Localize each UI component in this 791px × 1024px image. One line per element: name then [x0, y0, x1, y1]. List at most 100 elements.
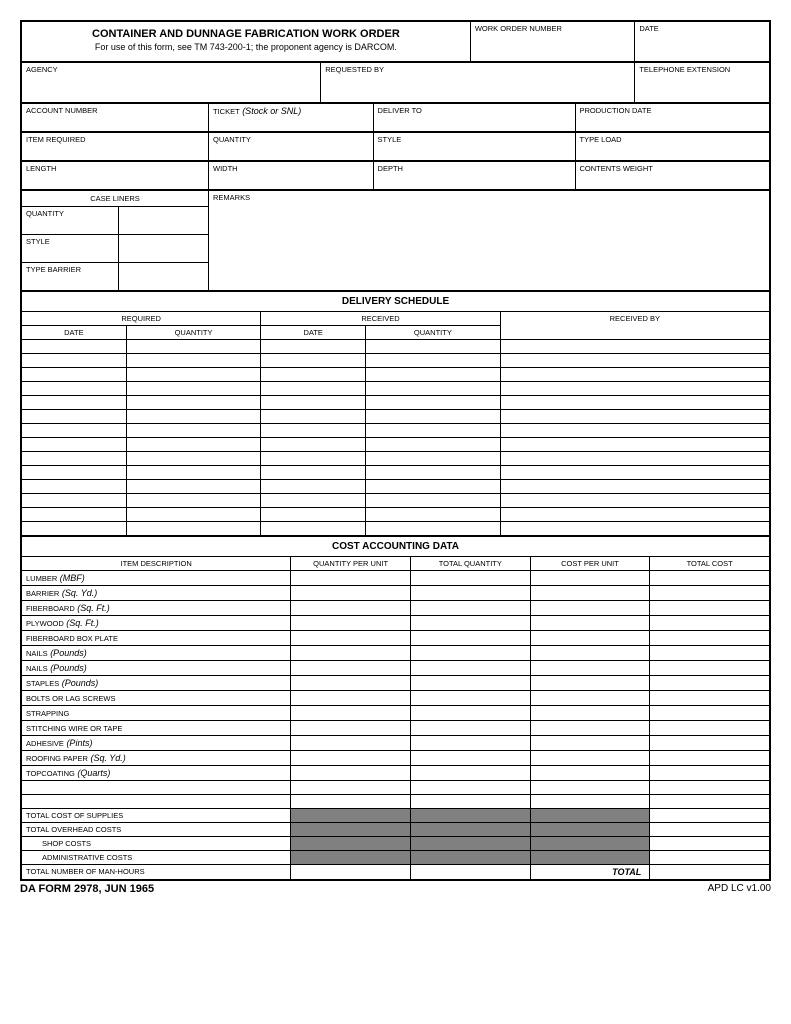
- cost-cell[interactable]: [22, 795, 291, 809]
- cost-cell[interactable]: [410, 691, 530, 706]
- delivery-cell[interactable]: [261, 340, 366, 354]
- cost-cell[interactable]: [530, 781, 650, 795]
- delivery-cell[interactable]: [126, 480, 261, 494]
- delivery-cell[interactable]: [261, 382, 366, 396]
- cost-cell[interactable]: [650, 571, 770, 586]
- delivery-cell[interactable]: [22, 382, 127, 396]
- cost-cell[interactable]: [291, 706, 411, 721]
- type-load-field[interactable]: TYPE LOAD: [575, 133, 770, 161]
- production-date-field[interactable]: PRODUCTION DATE: [575, 104, 770, 132]
- manhours-c2[interactable]: [410, 865, 530, 880]
- delivery-cell[interactable]: [126, 452, 261, 466]
- delivery-cell[interactable]: [22, 424, 127, 438]
- total-supplies-value[interactable]: [650, 809, 770, 823]
- delivery-cell[interactable]: [126, 466, 261, 480]
- cost-cell[interactable]: [530, 601, 650, 616]
- delivery-cell[interactable]: [366, 466, 501, 480]
- cost-cell[interactable]: [291, 691, 411, 706]
- delivery-cell[interactable]: [500, 354, 769, 368]
- cost-cell[interactable]: [410, 781, 530, 795]
- delivery-cell[interactable]: [366, 382, 501, 396]
- delivery-cell[interactable]: [126, 508, 261, 522]
- cl-quantity-value[interactable]: [119, 207, 209, 235]
- cl-quantity-field[interactable]: QUANTITY: [22, 207, 119, 235]
- cost-cell[interactable]: [22, 781, 291, 795]
- deliver-to-field[interactable]: DELIVER TO: [373, 104, 575, 132]
- cost-cell[interactable]: [410, 736, 530, 751]
- cost-cell[interactable]: [530, 736, 650, 751]
- cost-cell[interactable]: [410, 751, 530, 766]
- cost-cell[interactable]: [650, 766, 770, 781]
- quantity-field[interactable]: QUANTITY: [209, 133, 374, 161]
- delivery-cell[interactable]: [261, 396, 366, 410]
- delivery-cell[interactable]: [22, 396, 127, 410]
- delivery-cell[interactable]: [261, 410, 366, 424]
- delivery-cell[interactable]: [261, 354, 366, 368]
- cost-cell[interactable]: [291, 721, 411, 736]
- cost-cell[interactable]: [650, 661, 770, 676]
- cl-type-barrier-value[interactable]: [119, 263, 209, 291]
- delivery-cell[interactable]: [500, 382, 769, 396]
- cost-cell[interactable]: [650, 706, 770, 721]
- cost-cell[interactable]: [650, 691, 770, 706]
- delivery-cell[interactable]: [500, 494, 769, 508]
- cost-cell[interactable]: [530, 586, 650, 601]
- cost-cell[interactable]: [410, 721, 530, 736]
- style-field[interactable]: STYLE: [373, 133, 575, 161]
- cost-cell[interactable]: [410, 586, 530, 601]
- cost-cell[interactable]: [291, 795, 411, 809]
- delivery-cell[interactable]: [261, 522, 366, 536]
- delivery-cell[interactable]: [500, 438, 769, 452]
- delivery-cell[interactable]: [22, 480, 127, 494]
- cost-cell[interactable]: [291, 631, 411, 646]
- delivery-cell[interactable]: [261, 424, 366, 438]
- cost-cell[interactable]: [530, 616, 650, 631]
- cost-cell[interactable]: [291, 646, 411, 661]
- cost-cell[interactable]: [291, 766, 411, 781]
- cost-cell[interactable]: [530, 691, 650, 706]
- cost-cell[interactable]: [650, 601, 770, 616]
- cost-cell[interactable]: [650, 646, 770, 661]
- cost-cell[interactable]: [530, 751, 650, 766]
- cost-cell[interactable]: [650, 586, 770, 601]
- cost-cell[interactable]: [291, 781, 411, 795]
- delivery-cell[interactable]: [366, 340, 501, 354]
- item-required-field[interactable]: ITEM REQUIRED: [22, 133, 209, 161]
- date-field[interactable]: DATE: [635, 22, 770, 62]
- cost-cell[interactable]: [410, 631, 530, 646]
- grand-total-value[interactable]: [650, 865, 770, 880]
- delivery-cell[interactable]: [366, 438, 501, 452]
- delivery-cell[interactable]: [366, 354, 501, 368]
- cost-cell[interactable]: [650, 616, 770, 631]
- delivery-cell[interactable]: [22, 494, 127, 508]
- cost-cell[interactable]: [650, 781, 770, 795]
- cost-cell[interactable]: [410, 616, 530, 631]
- delivery-cell[interactable]: [22, 340, 127, 354]
- delivery-cell[interactable]: [22, 410, 127, 424]
- cost-cell[interactable]: [650, 721, 770, 736]
- delivery-cell[interactable]: [22, 522, 127, 536]
- requested-by-field[interactable]: REQUESTED BY: [321, 63, 635, 103]
- cl-style-field[interactable]: STYLE: [22, 235, 119, 263]
- telephone-ext-field[interactable]: TELEPHONE EXTENSION: [635, 63, 770, 103]
- contents-weight-field[interactable]: CONTENTS WEIGHT: [575, 162, 770, 190]
- admin-costs-value[interactable]: [650, 851, 770, 865]
- cost-cell[interactable]: [530, 661, 650, 676]
- manhours-c1[interactable]: [291, 865, 411, 880]
- delivery-cell[interactable]: [261, 508, 366, 522]
- cost-cell[interactable]: [530, 571, 650, 586]
- cost-cell[interactable]: [650, 736, 770, 751]
- depth-field[interactable]: DEPTH: [373, 162, 575, 190]
- cost-cell[interactable]: [291, 676, 411, 691]
- delivery-cell[interactable]: [261, 452, 366, 466]
- cl-type-barrier-field[interactable]: TYPE BARRIER: [22, 263, 119, 291]
- work-order-number-field[interactable]: WORK ORDER NUMBER: [470, 22, 635, 62]
- cost-cell[interactable]: [530, 676, 650, 691]
- cost-cell[interactable]: [530, 646, 650, 661]
- delivery-cell[interactable]: [261, 466, 366, 480]
- cost-cell[interactable]: [291, 661, 411, 676]
- delivery-cell[interactable]: [500, 410, 769, 424]
- delivery-cell[interactable]: [22, 466, 127, 480]
- delivery-cell[interactable]: [126, 340, 261, 354]
- delivery-cell[interactable]: [126, 438, 261, 452]
